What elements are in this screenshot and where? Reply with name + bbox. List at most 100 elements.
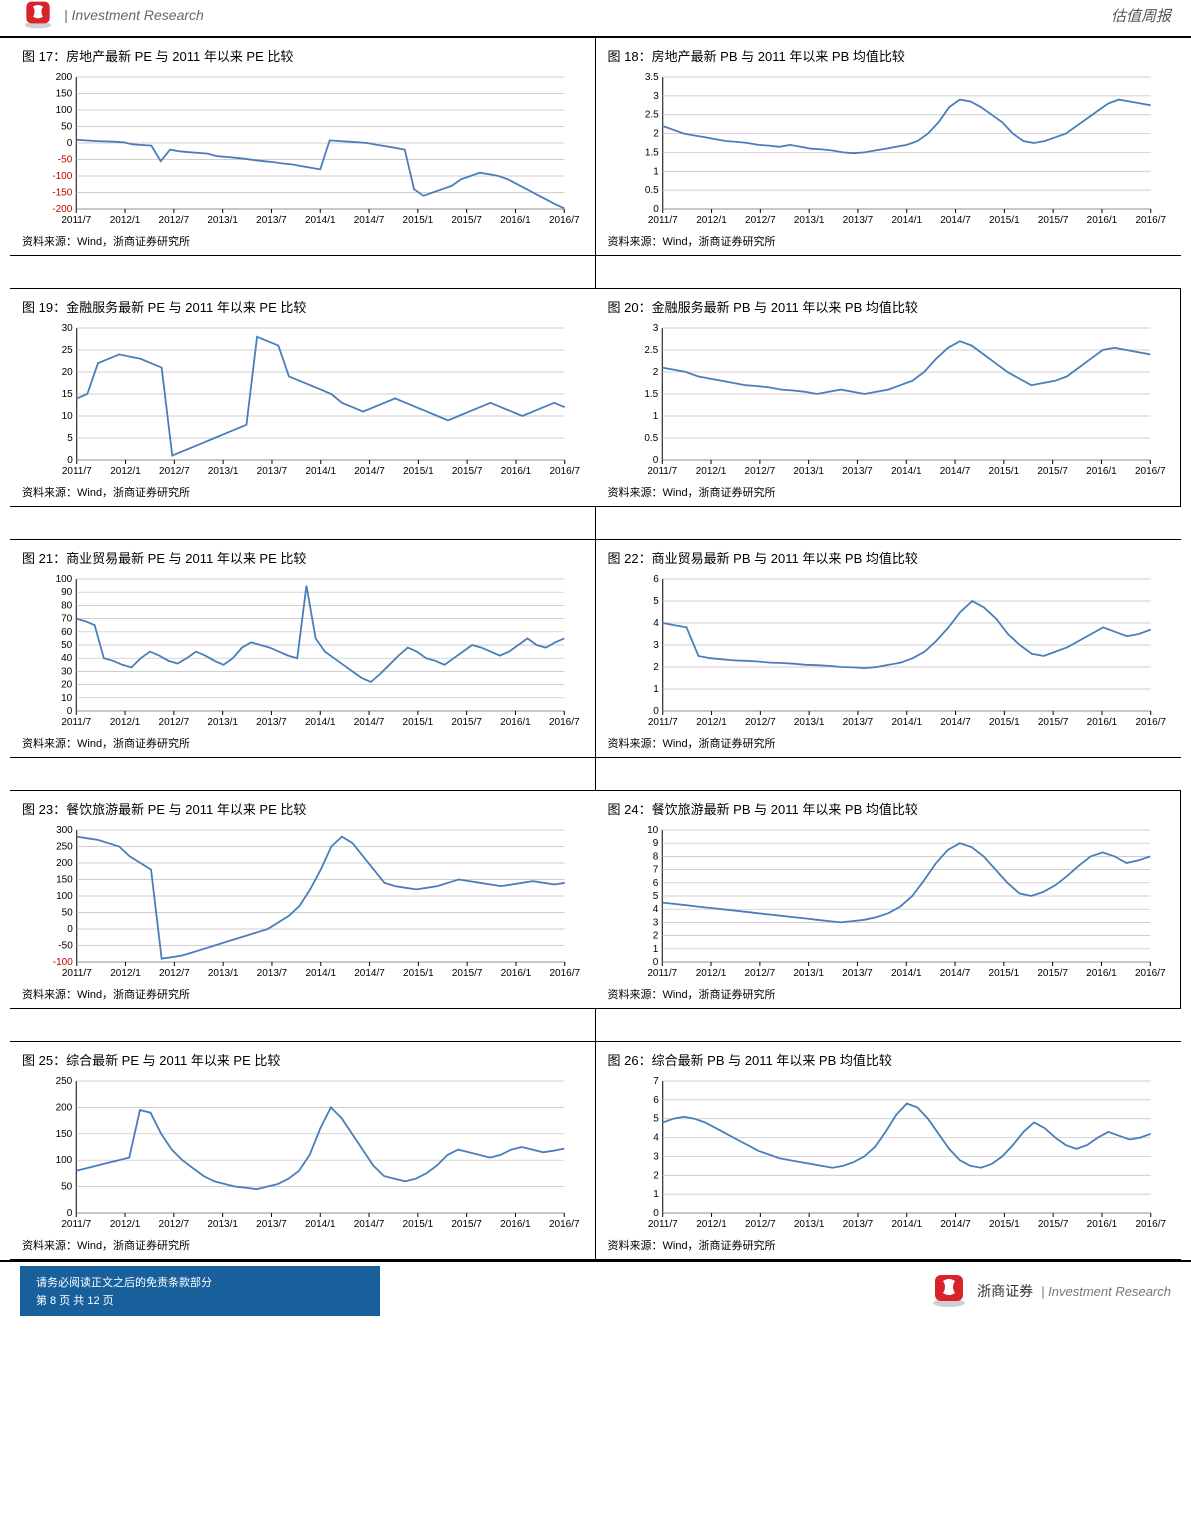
page-footer: 请务必阅读正文之后的免责条款部分 第 8 页 共 12 页 浙商证券 | Inv… [0,1260,1191,1320]
next-left-title [10,1009,596,1041]
svg-text:20: 20 [61,680,73,691]
svg-text:70: 70 [61,614,73,625]
svg-text:200: 200 [56,858,73,869]
svg-text:7: 7 [653,1076,659,1087]
svg-text:0: 0 [652,957,658,968]
header-subtitle: | Investment Research [64,7,204,23]
svg-text:3: 3 [653,91,659,102]
svg-text:2015/1: 2015/1 [403,466,434,477]
svg-text:2012/1: 2012/1 [696,1219,727,1230]
svg-text:2014/7: 2014/7 [940,717,971,728]
svg-text:2013/7: 2013/7 [257,466,288,477]
svg-text:2016/7: 2016/7 [1134,466,1165,477]
svg-text:2013/1: 2013/1 [207,1219,238,1230]
svg-text:2016/1: 2016/1 [500,1219,531,1230]
svg-text:2013/7: 2013/7 [256,215,287,226]
svg-text:1: 1 [653,684,659,695]
svg-text:-150: -150 [52,188,72,199]
svg-text:2013/7: 2013/7 [842,466,873,477]
chart-title: 图 17：房地产最新 PE 与 2011 年以来 PE 比较 [18,42,587,71]
svg-text:2: 2 [652,367,658,378]
svg-text:8: 8 [652,851,658,862]
chart-title: 图 25：综合最新 PE 与 2011 年以来 PE 比较 [18,1046,587,1075]
row-separator [10,255,1181,289]
svg-text:2013/7: 2013/7 [257,968,288,979]
next-right-title [596,758,1182,790]
next-right-title [596,256,1182,288]
svg-text:30: 30 [61,666,73,677]
svg-text:2014/7: 2014/7 [354,466,385,477]
svg-text:2015/1: 2015/1 [988,968,1019,979]
svg-text:2012/1: 2012/1 [110,717,141,728]
svg-text:5: 5 [67,433,73,444]
svg-text:2: 2 [653,129,659,140]
svg-text:6: 6 [653,1095,659,1106]
svg-text:2015/7: 2015/7 [452,466,483,477]
svg-text:2015/7: 2015/7 [1037,968,1068,979]
chart-source: 资料来源：Wind，浙商证券研究所 [604,231,1174,253]
next-left-title [10,256,596,288]
svg-text:2015/7: 2015/7 [451,717,482,728]
svg-text:2013/1: 2013/1 [793,717,824,728]
chart-source: 资料来源：Wind，浙商证券研究所 [18,231,587,253]
svg-text:250: 250 [56,842,73,853]
svg-text:2014/1: 2014/1 [305,215,336,226]
svg-text:2011/7: 2011/7 [61,717,91,728]
svg-text:30: 30 [62,323,74,334]
svg-text:1: 1 [652,944,658,955]
svg-text:0: 0 [653,706,659,717]
chart-cell-1-left: 图 19：金融服务最新 PE 与 2011 年以来 PE 比较302520151… [10,289,596,506]
svg-text:90: 90 [61,587,73,598]
svg-text:2012/1: 2012/1 [110,466,141,477]
chart-cell-4-right: 图 26：综合最新 PB 与 2011 年以来 PB 均值比较765432102… [596,1042,1182,1259]
svg-text:2014/1: 2014/1 [305,717,336,728]
svg-text:4: 4 [653,618,659,629]
svg-text:2016/7: 2016/7 [549,717,580,728]
svg-text:2012/1: 2012/1 [695,466,726,477]
svg-text:2016/1: 2016/1 [1086,717,1117,728]
svg-text:2015/7: 2015/7 [1037,1219,1068,1230]
svg-text:-50: -50 [58,941,73,952]
svg-text:2016/7: 2016/7 [1135,1219,1166,1230]
svg-text:2015/1: 2015/1 [989,215,1020,226]
svg-text:2012/1: 2012/1 [110,1219,141,1230]
svg-text:2016/7: 2016/7 [1135,215,1166,226]
svg-text:2015/7: 2015/7 [452,968,483,979]
svg-text:15: 15 [62,389,74,400]
svg-text:10: 10 [61,693,73,704]
svg-text:2015/1: 2015/1 [403,215,434,226]
chart-source: 资料来源：Wind，浙商证券研究所 [604,984,1173,1006]
svg-text:2: 2 [653,1170,659,1181]
svg-text:2014/1: 2014/1 [305,1219,336,1230]
footer-disclaimer: 请务必阅读正文之后的免责条款部分 [36,1274,364,1290]
svg-text:2013/1: 2013/1 [207,717,238,728]
svg-text:50: 50 [61,640,73,651]
svg-text:2014/1: 2014/1 [890,968,921,979]
svg-text:2012/7: 2012/7 [745,215,776,226]
svg-text:150: 150 [56,875,73,886]
svg-text:150: 150 [56,89,73,100]
svg-text:2013/7: 2013/7 [256,1219,287,1230]
svg-text:2013/1: 2013/1 [208,466,239,477]
svg-text:4: 4 [652,904,658,915]
svg-text:100: 100 [56,1155,73,1166]
chart-cell-0-left: 图 17：房地产最新 PE 与 2011 年以来 PE 比较2001501005… [10,38,596,255]
footer-brand-en: | Investment Research [1041,1284,1171,1299]
svg-text:0: 0 [653,1208,659,1219]
svg-text:50: 50 [61,122,73,133]
svg-text:2014/7: 2014/7 [354,215,385,226]
footer-brand: 浙商证券 | Investment Research [929,1273,1171,1309]
svg-text:2013/7: 2013/7 [256,717,287,728]
svg-text:2013/7: 2013/7 [842,215,873,226]
svg-text:2015/1: 2015/1 [403,968,434,979]
svg-text:1: 1 [652,411,658,422]
svg-text:2016/1: 2016/1 [500,717,531,728]
svg-text:0: 0 [652,455,658,466]
svg-text:2011/7: 2011/7 [61,215,91,226]
chart-title: 图 18：房地产最新 PB 与 2011 年以来 PB 均值比较 [604,42,1174,71]
svg-text:2015/7: 2015/7 [451,215,482,226]
svg-text:2012/7: 2012/7 [744,968,775,979]
chart-plot: 765432102011/72012/12012/72013/12013/720… [604,1075,1174,1235]
svg-text:2014/1: 2014/1 [305,968,336,979]
svg-text:2014/7: 2014/7 [354,1219,385,1230]
